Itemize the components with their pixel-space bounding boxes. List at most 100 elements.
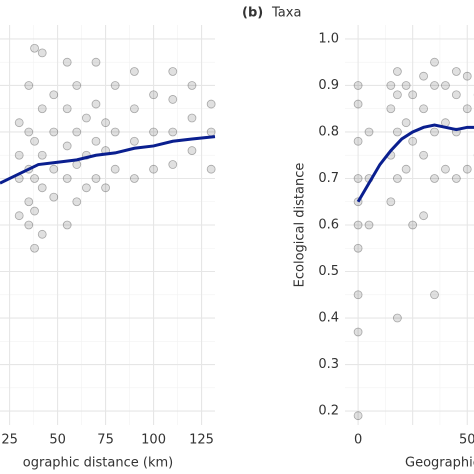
point (353, 81, 363, 90)
point (462, 71, 472, 81)
point (37, 104, 47, 114)
point (353, 290, 363, 300)
point (451, 67, 461, 76)
point (49, 127, 59, 137)
y-tick-label: 1.0 (318, 31, 339, 46)
smooth-line (0, 135, 216, 185)
point (30, 206, 39, 216)
point (206, 99, 216, 109)
point (462, 104, 472, 114)
x-tick-label: 25 (1, 433, 18, 448)
point (419, 71, 428, 81)
point (110, 81, 120, 90)
x-axis-label: ographic distance (km) (23, 456, 173, 471)
point (392, 90, 402, 100)
x-tick-label: 125 (189, 433, 214, 448)
point (110, 164, 120, 174)
point (49, 90, 59, 100)
point (30, 243, 39, 253)
point (392, 127, 402, 137)
point (401, 118, 411, 128)
point (353, 99, 363, 109)
point (364, 127, 374, 137)
point (49, 192, 59, 202)
y-tick-label: 0.5 (318, 264, 339, 279)
point (187, 146, 197, 155)
x-tick-label: 50 (459, 433, 474, 448)
point (408, 136, 418, 146)
x-axis-label: Geographic (405, 456, 474, 471)
point (392, 174, 402, 183)
point (419, 211, 428, 221)
point (30, 43, 39, 53)
point (392, 313, 402, 323)
point (408, 90, 418, 100)
point (353, 327, 363, 337)
point (91, 174, 101, 183)
point (129, 67, 139, 76)
x-tick-label: 75 (97, 433, 114, 448)
x-tick-label: 100 (141, 433, 166, 448)
point (408, 220, 418, 230)
point (430, 174, 439, 183)
point (353, 411, 363, 421)
point (37, 183, 47, 193)
point (168, 67, 178, 76)
point (37, 150, 47, 160)
x-tick-label: 50 (49, 433, 66, 448)
y-tick-label: 0.8 (318, 124, 339, 139)
y-tick-label: 0.4 (318, 311, 339, 326)
point (37, 229, 47, 239)
y-tick-label: 0.2 (318, 404, 339, 419)
point (386, 104, 396, 114)
point (81, 183, 91, 193)
point (129, 174, 139, 183)
point (91, 57, 101, 67)
y-axis-label: Ecological distance (293, 163, 308, 288)
point (364, 220, 374, 230)
point (110, 127, 120, 137)
point (91, 99, 101, 109)
point (72, 127, 82, 137)
x-tick-label: 0 (354, 433, 362, 448)
point (419, 104, 428, 114)
point (401, 81, 411, 90)
point (30, 174, 39, 183)
point (101, 183, 110, 193)
point (91, 136, 101, 146)
point (129, 136, 139, 146)
point (149, 90, 158, 100)
point (129, 104, 139, 114)
point (62, 57, 72, 67)
point (419, 150, 428, 160)
point (392, 67, 402, 76)
point (81, 113, 91, 123)
point (72, 81, 82, 90)
point (14, 211, 24, 221)
point (62, 104, 72, 114)
panel-title: Taxa (271, 6, 301, 21)
point (386, 197, 396, 207)
point (441, 81, 450, 90)
point (62, 220, 72, 230)
point (24, 197, 34, 207)
point (168, 127, 178, 137)
point (430, 81, 439, 90)
point (168, 95, 178, 104)
point (168, 160, 178, 169)
point (24, 81, 34, 90)
point (187, 113, 197, 123)
point (101, 118, 110, 128)
point (206, 164, 216, 174)
point (401, 164, 411, 174)
y-tick-label: 0.3 (318, 357, 339, 372)
y-tick-label: 0.7 (318, 171, 339, 186)
point (24, 220, 34, 230)
point (72, 197, 82, 207)
point (353, 136, 363, 146)
point (451, 174, 461, 183)
point (24, 127, 34, 137)
point (353, 220, 363, 230)
panel-label: (b) (242, 6, 263, 21)
